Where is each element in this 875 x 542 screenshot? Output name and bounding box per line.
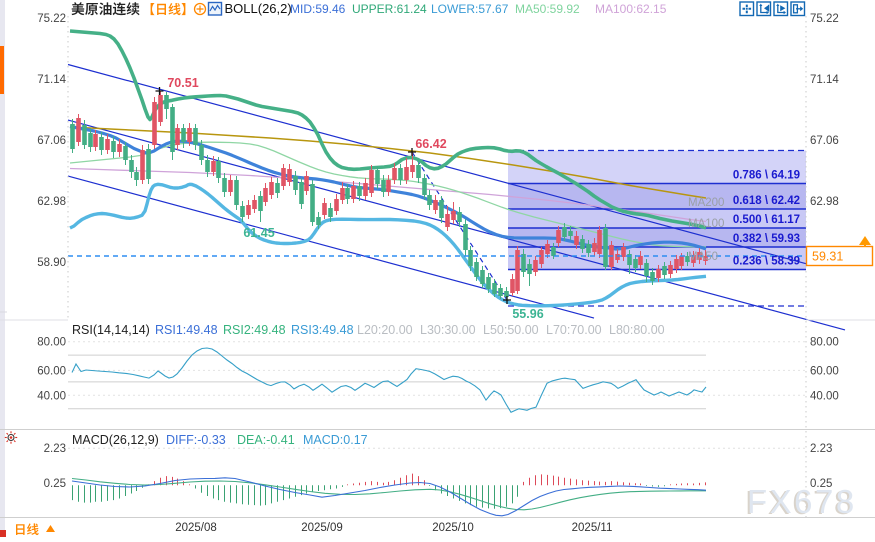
svg-text:2025/09: 2025/09 (301, 522, 343, 534)
svg-text:2.23: 2.23 (44, 443, 66, 455)
svg-text:75.22: 75.22 (37, 13, 66, 25)
svg-text:2025/08: 2025/08 (175, 522, 217, 534)
svg-text:L70:70.00: L70:70.00 (546, 323, 602, 337)
svg-text:RSI2:49.48: RSI2:49.48 (223, 323, 286, 337)
svg-text:60.00: 60.00 (810, 365, 839, 377)
svg-text:67.06: 67.06 (810, 135, 839, 147)
svg-text:MA100: MA100 (688, 218, 724, 230)
svg-text:0.382 \ 59.93: 0.382 \ 59.93 (733, 233, 800, 245)
svg-text:70.51: 70.51 (167, 76, 198, 90)
svg-text:MA50:59.92: MA50:59.92 (515, 2, 580, 16)
svg-text:62.98: 62.98 (37, 196, 66, 208)
svg-text:FX678: FX678 (747, 483, 857, 520)
svg-text:62.98: 62.98 (810, 196, 839, 208)
svg-text:0.786 \ 64.19: 0.786 \ 64.19 (733, 170, 800, 182)
svg-text:67.06: 67.06 (37, 135, 66, 147)
svg-text:0.236 \ 58.39: 0.236 \ 58.39 (733, 256, 800, 268)
svg-text:0.25: 0.25 (810, 478, 832, 490)
svg-text:MA200: MA200 (688, 197, 724, 209)
svg-text:40.00: 40.00 (810, 390, 839, 402)
svg-text:71.14: 71.14 (37, 74, 66, 86)
svg-text:0.25: 0.25 (44, 478, 66, 490)
svg-text:UPPER:61.24: UPPER:61.24 (352, 2, 427, 16)
svg-text:0.618 \ 62.42: 0.618 \ 62.42 (733, 195, 800, 207)
svg-text:L50:50.00: L50:50.00 (483, 323, 539, 337)
svg-text:59.31: 59.31 (812, 250, 843, 264)
svg-text:75.22: 75.22 (810, 13, 839, 25)
svg-text:2025/10: 2025/10 (432, 522, 474, 534)
svg-text:BOLL(26,2): BOLL(26,2) (225, 1, 292, 16)
svg-text:2.23: 2.23 (810, 443, 832, 455)
svg-text:66.42: 66.42 (415, 137, 446, 151)
svg-text:RSI(14,14,14): RSI(14,14,14) (72, 323, 150, 337)
svg-text:MID:59.46: MID:59.46 (290, 2, 346, 16)
svg-text:MACD:0.17: MACD:0.17 (303, 433, 368, 447)
svg-text:RSI3:49.48: RSI3:49.48 (291, 323, 354, 337)
svg-text:58.90: 58.90 (37, 257, 66, 269)
svg-text:DEA:-0.41: DEA:-0.41 (237, 433, 295, 447)
svg-text:80.00: 80.00 (37, 337, 66, 349)
svg-text:L30:30.00: L30:30.00 (420, 323, 476, 337)
svg-text:L20:20.00: L20:20.00 (357, 323, 413, 337)
svg-text:2025/11: 2025/11 (572, 522, 613, 534)
svg-text:71.14: 71.14 (810, 74, 839, 86)
svg-text:0.500 \ 61.17: 0.500 \ 61.17 (733, 214, 800, 226)
svg-text:DIFF:-0.33: DIFF:-0.33 (166, 433, 226, 447)
svg-text:61.45: 61.45 (243, 226, 274, 240)
svg-text:L80:80.00: L80:80.00 (609, 323, 665, 337)
svg-text:RSI1:49.48: RSI1:49.48 (155, 323, 218, 337)
svg-text:60.00: 60.00 (37, 365, 66, 377)
svg-text:55.96: 55.96 (512, 307, 543, 321)
svg-text:MA100:62.15: MA100:62.15 (595, 2, 667, 16)
svg-text:MA50: MA50 (688, 251, 718, 263)
svg-text:MACD(26,12,9): MACD(26,12,9) (72, 433, 159, 447)
svg-text:40.00: 40.00 (37, 390, 66, 402)
svg-text:80.00: 80.00 (810, 337, 839, 349)
svg-text:FX678: FX678 (745, 484, 855, 521)
svg-text:LOWER:57.67: LOWER:57.67 (431, 2, 509, 16)
